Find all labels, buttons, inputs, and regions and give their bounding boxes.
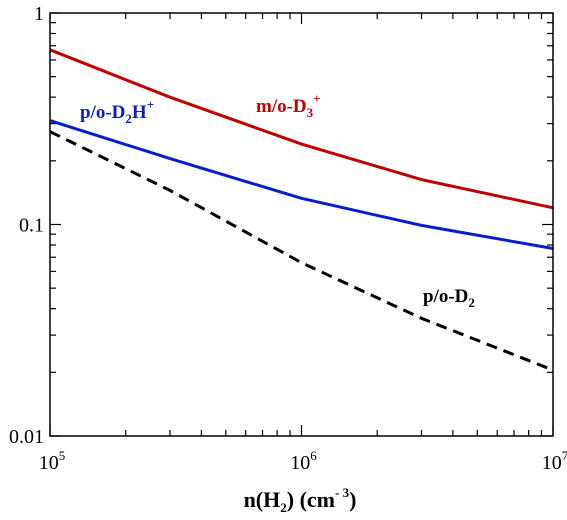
y-tick-label: 1 xyxy=(34,3,44,25)
x-tick-label: 107 xyxy=(542,448,567,474)
series-label-m-o-d3: m/o-D3+ xyxy=(256,91,321,120)
series-label-p-o-d2: p/o-D2 xyxy=(423,286,475,310)
series-label-p-o-d2h: p/o-D2H+ xyxy=(80,97,154,126)
x-tick-label: 105 xyxy=(39,448,66,474)
axis-ticks xyxy=(49,12,554,437)
x-tick-label: 106 xyxy=(290,448,317,474)
plot-frame xyxy=(49,12,554,437)
x-axis-label: n(H2) (cm- 3) xyxy=(244,485,357,515)
y-tick-label: 0.01 xyxy=(9,426,44,448)
series-line-0 xyxy=(49,48,554,210)
series-line-1 xyxy=(49,119,554,250)
y-tick-label: 0.1 xyxy=(19,215,44,237)
series-line-2 xyxy=(49,130,554,372)
series-lines xyxy=(49,48,554,372)
